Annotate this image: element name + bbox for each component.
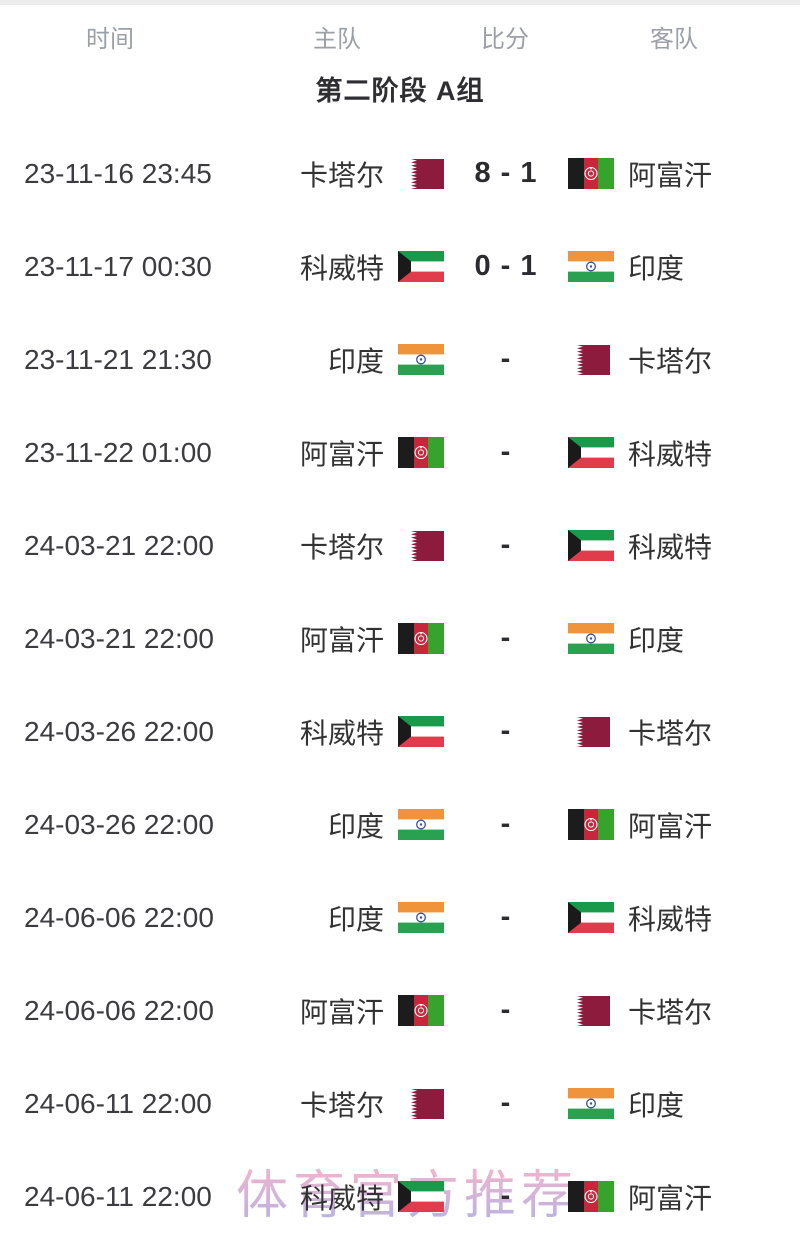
match-time: 23-11-22 01:00 <box>24 436 212 468</box>
match-row[interactable]: 24-03-21 22:00 阿富汗 - 印度 <box>0 592 800 685</box>
away-team-flag-icon <box>568 158 628 189</box>
home-team-name: 科威特 <box>299 717 384 749</box>
away-team-name: 卡塔尔 <box>628 996 713 1028</box>
match-score: - <box>500 529 512 561</box>
away-team-flag-icon <box>568 995 628 1026</box>
home-team-flag-icon <box>384 995 444 1026</box>
match-time: 23-11-21 21:30 <box>24 343 212 375</box>
top-edge-divider <box>0 0 800 5</box>
home-team-flag-icon <box>384 1181 444 1212</box>
home-team-name: 印度 <box>327 345 384 377</box>
away-team-flag-icon <box>568 1181 628 1212</box>
away-team-flag-icon <box>568 623 628 654</box>
match-row[interactable]: 23-11-16 23:45 卡塔尔 8 - 1 阿富汗 <box>0 127 800 220</box>
match-time: 23-11-17 00:30 <box>24 250 212 282</box>
home-team-flag-icon <box>384 530 444 561</box>
away-team-name: 阿富汗 <box>628 1182 713 1214</box>
away-team-name: 科威特 <box>628 438 713 470</box>
match-score: - <box>500 622 512 654</box>
table-header: 时间 主队 比分 客队 <box>0 5 800 60</box>
match-time: 24-06-11 22:00 <box>24 1087 212 1119</box>
match-time: 24-03-21 22:00 <box>24 529 214 561</box>
column-header-time: 时间 <box>86 26 134 53</box>
away-team-name: 卡塔尔 <box>628 345 713 377</box>
match-row[interactable]: 24-06-11 22:00 卡塔尔 - 印度 <box>0 1057 800 1150</box>
match-row[interactable]: 24-06-11 22:00 科威特 - 阿富汗 <box>0 1150 800 1243</box>
away-team-flag-icon <box>568 1088 628 1119</box>
away-team-name: 印度 <box>628 1089 685 1121</box>
away-team-name: 科威特 <box>628 903 713 935</box>
match-list: 23-11-16 23:45 卡塔尔 8 - 1 阿富汗 23-11-17 00… <box>0 127 800 1243</box>
home-team-flag-icon <box>384 1088 444 1119</box>
match-row[interactable]: 23-11-22 01:00 阿富汗 - 科威特 <box>0 406 800 499</box>
home-team-name: 卡塔尔 <box>299 1089 384 1121</box>
away-team-name: 科威特 <box>628 531 713 563</box>
match-time: 24-03-26 22:00 <box>24 715 214 747</box>
match-time: 24-06-06 22:00 <box>24 901 214 933</box>
column-header-score: 比分 <box>481 26 529 53</box>
home-team-flag-icon <box>384 902 444 933</box>
match-row[interactable]: 24-06-06 22:00 印度 - 科威特 <box>0 871 800 964</box>
away-team-flag-icon <box>568 530 628 561</box>
home-team-name: 卡塔尔 <box>299 531 384 563</box>
match-score: - <box>500 436 512 468</box>
away-team-name: 印度 <box>628 624 685 656</box>
away-team-name: 阿富汗 <box>628 810 713 842</box>
away-team-name: 阿富汗 <box>628 159 713 191</box>
home-team-name: 印度 <box>327 903 384 935</box>
match-row[interactable]: 23-11-21 21:30 印度 - 卡塔尔 <box>0 313 800 406</box>
home-team-flag-icon <box>384 344 444 375</box>
away-team-name: 卡塔尔 <box>628 717 713 749</box>
home-team-name: 科威特 <box>299 252 384 284</box>
column-header-away: 客队 <box>650 26 698 53</box>
away-team-flag-icon <box>568 902 628 933</box>
match-score: - <box>500 715 512 747</box>
match-row[interactable]: 23-11-17 00:30 科威特 0 - 1 印度 <box>0 220 800 313</box>
away-team-name: 印度 <box>628 252 685 284</box>
match-time: 24-03-21 22:00 <box>24 622 214 654</box>
home-team-flag-icon <box>384 716 444 747</box>
home-team-flag-icon <box>384 437 444 468</box>
match-score: - <box>500 808 512 840</box>
match-row[interactable]: 24-06-06 22:00 阿富汗 - 卡塔尔 <box>0 964 800 1057</box>
match-row[interactable]: 24-03-26 22:00 印度 - 阿富汗 <box>0 778 800 871</box>
home-team-name: 印度 <box>327 810 384 842</box>
match-score: - <box>500 901 512 933</box>
away-team-flag-icon <box>568 251 628 282</box>
away-team-flag-icon <box>568 437 628 468</box>
match-score: 0 - 1 <box>474 250 538 282</box>
match-time: 23-11-16 23:45 <box>24 157 212 189</box>
home-team-name: 阿富汗 <box>299 996 384 1028</box>
match-time: 24-06-06 22:00 <box>24 994 214 1026</box>
match-score: - <box>500 343 512 375</box>
home-team-name: 阿富汗 <box>299 624 384 656</box>
away-team-flag-icon <box>568 809 628 840</box>
column-header-home: 主队 <box>313 26 361 53</box>
home-team-flag-icon <box>384 251 444 282</box>
home-team-flag-icon <box>384 809 444 840</box>
away-team-flag-icon <box>568 716 628 747</box>
home-team-name: 卡塔尔 <box>299 159 384 191</box>
match-score: - <box>500 994 512 1026</box>
home-team-name: 阿富汗 <box>299 438 384 470</box>
home-team-flag-icon <box>384 158 444 189</box>
match-score: - <box>500 1180 512 1212</box>
section-title: 第二阶段 A组 <box>315 76 485 106</box>
away-team-flag-icon <box>568 344 628 375</box>
match-score: 8 - 1 <box>474 157 538 189</box>
home-team-flag-icon <box>384 623 444 654</box>
match-row[interactable]: 24-03-26 22:00 科威特 - 卡塔尔 <box>0 685 800 778</box>
match-time: 24-06-11 22:00 <box>24 1180 212 1212</box>
match-row[interactable]: 24-03-21 22:00 卡塔尔 - 科威特 <box>0 499 800 592</box>
match-score: - <box>500 1087 512 1119</box>
home-team-name: 科威特 <box>299 1182 384 1214</box>
match-time: 24-03-26 22:00 <box>24 808 214 840</box>
